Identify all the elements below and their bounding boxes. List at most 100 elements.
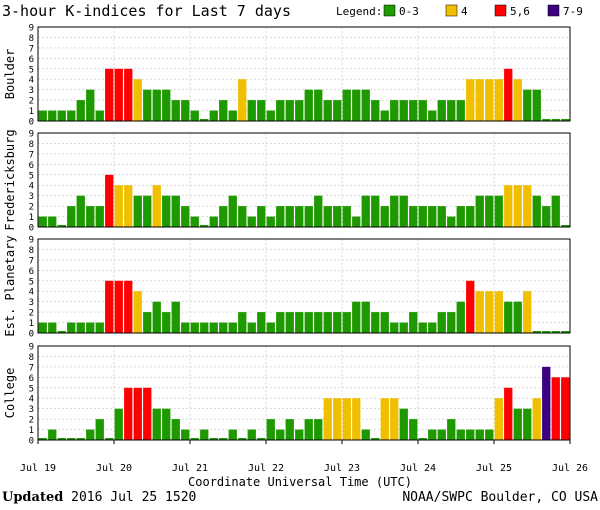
bar bbox=[295, 429, 304, 440]
bar bbox=[67, 438, 76, 440]
y-tick-label: 3 bbox=[29, 192, 34, 202]
bar bbox=[257, 206, 266, 227]
bar bbox=[190, 216, 199, 227]
bar bbox=[48, 322, 57, 333]
y-tick-label: 5 bbox=[29, 277, 34, 287]
y-tick-label: 7 bbox=[29, 256, 34, 266]
legend-entry-2: 5,6 bbox=[510, 5, 530, 18]
bar bbox=[114, 68, 123, 121]
bar bbox=[361, 301, 370, 333]
bar bbox=[209, 438, 218, 440]
bar bbox=[257, 100, 266, 121]
bar bbox=[105, 438, 114, 440]
bar bbox=[418, 100, 427, 121]
bar bbox=[551, 195, 560, 227]
bar bbox=[466, 206, 475, 227]
bar bbox=[342, 398, 351, 440]
y-tick-label: 4 bbox=[29, 288, 34, 298]
bar bbox=[456, 301, 465, 333]
bar bbox=[219, 322, 228, 333]
bar bbox=[209, 216, 218, 227]
bar bbox=[86, 206, 95, 227]
x-tick-label: Jul 20 bbox=[96, 463, 132, 474]
bar bbox=[542, 206, 551, 227]
bar bbox=[285, 419, 294, 440]
bar bbox=[485, 79, 494, 121]
bar bbox=[86, 429, 95, 440]
legend-swatch-0 bbox=[383, 4, 396, 17]
bar bbox=[333, 312, 342, 333]
bar bbox=[333, 206, 342, 227]
bar bbox=[542, 119, 551, 121]
bar bbox=[314, 312, 323, 333]
bar bbox=[409, 100, 418, 121]
bar bbox=[475, 291, 484, 333]
y-tick-label: 5 bbox=[29, 171, 34, 181]
legend-swatch-1 bbox=[445, 4, 458, 17]
bar bbox=[181, 100, 190, 121]
bar bbox=[342, 312, 351, 333]
bar bbox=[114, 280, 123, 333]
bar bbox=[238, 438, 247, 440]
y-tick-label: 2 bbox=[29, 309, 34, 319]
bar bbox=[124, 185, 133, 227]
bar bbox=[466, 429, 475, 440]
bar bbox=[523, 408, 532, 440]
bar bbox=[200, 322, 209, 333]
bar bbox=[171, 301, 180, 333]
bar bbox=[456, 100, 465, 121]
bar bbox=[285, 100, 294, 121]
bar bbox=[409, 312, 418, 333]
y-tick-label: 0 bbox=[29, 437, 34, 447]
bar bbox=[133, 195, 142, 227]
legend-swatch-3 bbox=[547, 4, 560, 17]
bar bbox=[494, 79, 503, 121]
y-tick-label: 7 bbox=[29, 44, 34, 54]
y-tick-label: 4 bbox=[29, 395, 34, 405]
bar bbox=[532, 398, 541, 440]
bar bbox=[200, 225, 209, 227]
updated-value: 2016 Jul 25 1520 bbox=[71, 490, 197, 505]
bar bbox=[133, 387, 142, 440]
updated-line: Updated 2016 Jul 25 1520 bbox=[2, 490, 196, 505]
bar bbox=[48, 216, 57, 227]
bar bbox=[181, 429, 190, 440]
bar bbox=[219, 438, 228, 440]
bar bbox=[352, 216, 361, 227]
bar bbox=[238, 206, 247, 227]
y-tick-label: 9 bbox=[29, 236, 34, 246]
legend-entry-1: 4 bbox=[461, 5, 468, 18]
y-tick-label: 0 bbox=[29, 330, 34, 340]
panels: 0123456789Boulder0123456789Fredericksbur… bbox=[3, 24, 571, 447]
bar bbox=[143, 387, 152, 440]
bar bbox=[494, 398, 503, 440]
bar bbox=[561, 119, 570, 121]
bar bbox=[551, 331, 560, 333]
bar bbox=[380, 206, 389, 227]
bar bbox=[504, 185, 513, 227]
bar bbox=[152, 301, 161, 333]
legend-entry-0: 0-3 bbox=[399, 5, 419, 18]
y-tick-label: 6 bbox=[29, 374, 34, 384]
bar bbox=[447, 216, 456, 227]
y-tick-label: 3 bbox=[29, 298, 34, 308]
x-tick-label: Jul 19 bbox=[20, 463, 56, 474]
bar bbox=[504, 301, 513, 333]
bar bbox=[295, 100, 304, 121]
bar bbox=[428, 322, 437, 333]
bar bbox=[247, 429, 256, 440]
bar bbox=[95, 322, 104, 333]
station-label: Est. Planetary bbox=[3, 235, 17, 336]
bar bbox=[266, 216, 275, 227]
bar bbox=[314, 195, 323, 227]
x-tick-label: Jul 26 bbox=[552, 463, 588, 474]
bar bbox=[276, 312, 285, 333]
bar bbox=[247, 216, 256, 227]
bar bbox=[333, 398, 342, 440]
bar bbox=[162, 312, 171, 333]
bar bbox=[532, 195, 541, 227]
x-axis: Jul 19 Jul 20 Jul 21 Jul 22 Jul 23 Jul 24 Jul … bbox=[20, 440, 588, 474]
bar bbox=[276, 100, 285, 121]
bar bbox=[295, 206, 304, 227]
bar bbox=[76, 322, 85, 333]
